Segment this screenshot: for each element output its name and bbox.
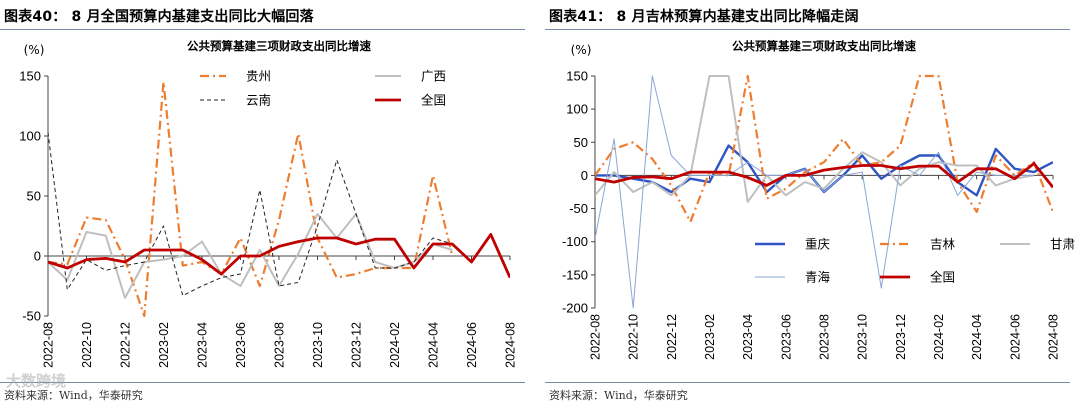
x-tick-label: 2023-10 [856, 314, 870, 360]
x-tick-label: 2022-08 [589, 314, 603, 360]
x-tick-label: 2023-08 [273, 322, 287, 368]
y-tick-label: 0 [34, 249, 41, 264]
series-line-4 [595, 162, 1053, 189]
y-tick-label: 50 [574, 135, 588, 150]
x-tick-label: 2022-08 [42, 322, 56, 368]
legend-label-2: 甘肃 [1050, 237, 1075, 252]
y-tick-label: -50 [22, 309, 41, 324]
x-tick-label: 2023-12 [350, 322, 364, 368]
x-tick-label: 2024-02 [932, 314, 946, 360]
y-tick-label: 100 [19, 129, 41, 144]
series-group [595, 74, 1053, 309]
left-source-note: 资料来源：Wind，华泰研究 [4, 389, 143, 402]
x-tick-label: 2024-06 [1008, 314, 1022, 360]
legend-label-2: 云南 [246, 93, 271, 108]
y-unit-label: (%) [24, 43, 45, 57]
x-tick-label: 2024-02 [388, 322, 402, 368]
x-tick-label: 2024-08 [504, 322, 518, 368]
right-bottom-rule [545, 382, 1070, 383]
y-tick-label: -50 [569, 201, 588, 216]
x-tick-label: 2022-12 [119, 322, 133, 368]
x-tick-label: 2023-12 [894, 314, 908, 360]
x-tick-label: 2023-04 [196, 322, 210, 368]
series-line-1 [48, 213, 453, 299]
y-tick-label: 150 [566, 69, 588, 84]
right-top-rule [545, 29, 1070, 30]
series-line-2 [595, 75, 1035, 203]
series-line-3 [595, 75, 1034, 309]
x-tick-label: 2023-06 [779, 314, 793, 360]
x-tick-label: 2022-12 [665, 314, 679, 360]
legend-label-3: 青海 [805, 270, 831, 285]
y-tick-label: -150 [562, 267, 588, 282]
x-tick-label: 2023-08 [818, 314, 832, 360]
chart-title: 公共预算基建三项财政支出同比增速 [732, 39, 916, 53]
series-group [48, 80, 510, 318]
left-top-rule [0, 29, 525, 30]
y-tick-label: 0 [581, 168, 588, 183]
legend-label-1: 吉林 [930, 237, 956, 252]
x-tick-label: 2024-08 [1047, 314, 1061, 360]
right-figure-title: 图表41： 8 月吉林预算内基建支出同比降幅走阔 [549, 9, 859, 25]
legend-label-3: 全国 [421, 93, 446, 108]
y-tick-label: 50 [27, 189, 41, 204]
x-tick-label: 2023-10 [311, 322, 325, 368]
legend-label-0: 重庆 [805, 237, 831, 252]
left-bottom-rule [0, 382, 525, 383]
left-line-chart: 公共预算基建三项财政支出同比增速 (%) -50 0 50 100 150 2022-08 20… [19, 39, 518, 368]
y-tick-label: -200 [562, 301, 588, 316]
left-figure-title: 图表40： 8 月全国预算内基建支出同比大幅回落 [4, 9, 314, 25]
y-unit-label: (%) [571, 43, 592, 57]
x-tick-label: 2023-04 [741, 314, 755, 360]
right-line-chart: 公共预算基建三项财政支出同比增速 (%) -200 -150 -100 -50 0 50 100… [562, 39, 1075, 360]
series-line-2 [48, 132, 453, 297]
left-chart-panel: 图表40： 8 月全国预算内基建支出同比大幅回落 公共预算基建三项财政支出同比增… [0, 0, 530, 406]
legend-label-1: 广西 [421, 69, 446, 84]
legend-label-4: 全国 [930, 270, 955, 285]
right-source-note: 资料来源：Wind，华泰研究 [549, 389, 688, 402]
x-tick-label: 2024-04 [970, 314, 984, 360]
x-tick-label: 2023-06 [234, 322, 248, 368]
y-tick-label: 100 [566, 102, 588, 117]
x-tick-label: 2024-06 [465, 322, 479, 368]
right-chart-panel: 图表41： 8 月吉林预算内基建支出同比降幅走阔 公共预算基建三项财政支出同比增… [545, 0, 1075, 406]
x-tick-label: 2022-10 [80, 322, 94, 368]
series-line-1 [595, 74, 1053, 223]
series-line-3 [48, 233, 510, 279]
x-tick-label: 2023-02 [703, 314, 717, 360]
x-tick-label: 2023-02 [157, 322, 171, 368]
x-tick-label: 2022-10 [627, 314, 641, 360]
y-tick-label: -100 [562, 234, 588, 249]
y-tick-label: 150 [19, 69, 41, 84]
chart-title: 公共预算基建三项财政支出同比增速 [187, 39, 371, 53]
series-line-0 [48, 80, 454, 318]
legend-label-0: 贵州 [246, 69, 271, 84]
x-tick-label: 2024-04 [427, 322, 441, 368]
